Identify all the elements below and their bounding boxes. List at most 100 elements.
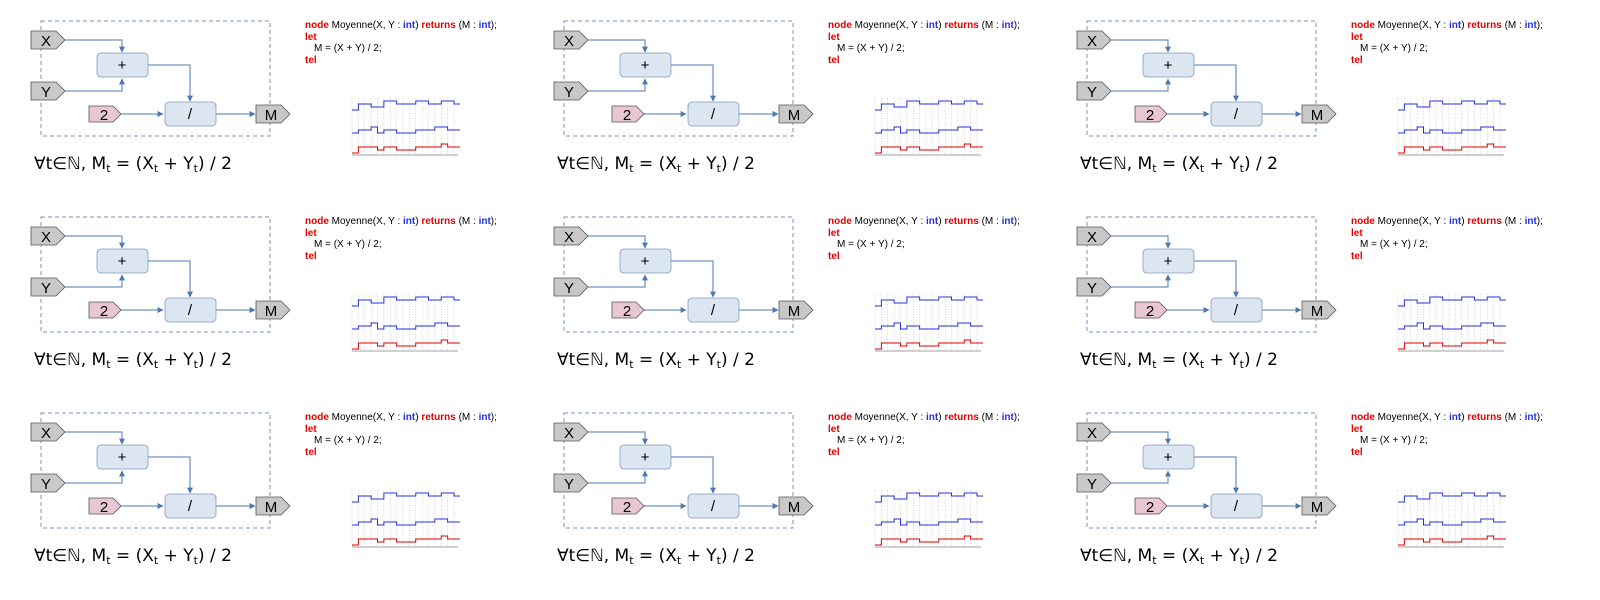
wire-x-to-add [588, 39, 648, 53]
chart-point [431, 538, 433, 540]
chart-point [890, 129, 892, 131]
node-boundary [40, 20, 271, 137]
formula-close: ) / 2 [197, 546, 232, 566]
chart-point [1502, 521, 1504, 523]
chronogram-chart [874, 98, 983, 156]
type-int: int [1001, 216, 1014, 227]
chart-point [941, 296, 943, 298]
formula-forall: ∀t∈ℕ, M [34, 546, 107, 566]
code-returns-pre: (M : [978, 412, 1002, 423]
constant-label: 2 [1146, 107, 1154, 124]
divide-operator-block: / [687, 493, 740, 519]
code-signature-pre: Moyenne(X, Y : [328, 412, 404, 423]
chart-point [373, 322, 375, 324]
chart-point [890, 342, 892, 344]
add-operator-label: + [1164, 57, 1173, 74]
input-x-port: X [1076, 30, 1112, 50]
chart-point [1438, 296, 1440, 298]
chart-point [960, 126, 962, 128]
wire-y-to-add [65, 78, 125, 92]
chart-series-line [352, 100, 460, 111]
formula-sub: t [676, 554, 682, 567]
chart-point [367, 129, 369, 131]
chart-point [1502, 103, 1504, 105]
chart-point [1502, 129, 1504, 131]
chart-point [386, 342, 388, 344]
input-y-port: Y [553, 81, 589, 101]
node-boundary [563, 412, 794, 529]
chart-point [1489, 322, 1491, 324]
input-y-port: Y [553, 277, 589, 297]
chart-point [392, 521, 394, 523]
wire-x-to-add [65, 431, 125, 445]
chart-point [1464, 100, 1466, 102]
chart-point [399, 132, 401, 134]
constant-label: 2 [100, 499, 108, 516]
formula-sub: t [153, 358, 159, 371]
formula-sub: t [153, 554, 159, 567]
chart-point [966, 492, 968, 494]
add-operator-block: + [619, 52, 672, 78]
chart-point [966, 126, 968, 128]
chart-point [1489, 492, 1491, 494]
kw-tel: tel [1351, 446, 1363, 458]
type-int: int [403, 20, 416, 31]
type-int: int [478, 412, 491, 423]
code-returns-pre: (M : [1501, 412, 1525, 423]
code-returns-post: ); [1536, 20, 1543, 31]
chronogram-chart [351, 294, 460, 352]
chart-series-line [1398, 339, 1506, 350]
chart-point [1477, 495, 1479, 497]
chart-point [890, 325, 892, 327]
chart-point [450, 521, 452, 523]
chart-point [405, 103, 407, 105]
formula-sub: t [1199, 162, 1205, 175]
chart-point [1407, 538, 1409, 540]
chart-point [424, 146, 426, 148]
output-m-port: M [778, 300, 814, 320]
chart-point [1477, 521, 1479, 523]
constant-label: 2 [100, 107, 108, 124]
chart-point [1502, 299, 1504, 301]
chart-point [354, 132, 356, 134]
chart-point [1407, 521, 1409, 523]
chart-point [399, 149, 401, 151]
chart-point [960, 342, 962, 344]
output-m-label: M [265, 107, 278, 124]
add-operator-block: + [1142, 248, 1195, 274]
chart-point [909, 296, 911, 298]
formula-forall: ∀t∈ℕ, M [1080, 154, 1153, 174]
chart-point [884, 521, 886, 523]
kw-returns: returns [1467, 216, 1502, 227]
chart-point [928, 541, 930, 543]
chart-point [1426, 149, 1428, 151]
chart-point [437, 126, 439, 128]
code-equation: M = (X + Y) / 2; [837, 43, 905, 54]
formula-eq-open: = (X [1156, 350, 1200, 370]
chart-point [373, 518, 375, 520]
chart-series-line [1398, 296, 1506, 307]
chart-point [431, 521, 433, 523]
node-boundary [563, 20, 794, 137]
input-y-port: Y [30, 81, 66, 101]
input-x-port: X [1076, 422, 1112, 442]
chart-point [1445, 345, 1447, 347]
chart-point [1419, 302, 1421, 304]
chart-point [922, 328, 924, 330]
formula-plus: + Y [1204, 546, 1240, 566]
type-int: int [1449, 216, 1462, 227]
chart-point [960, 495, 962, 497]
chart-point [412, 541, 414, 543]
chart-point [947, 100, 949, 102]
code-equation: M = (X + Y) / 2; [314, 43, 382, 54]
chart-point [960, 146, 962, 148]
chart-point [947, 538, 949, 540]
chart-point [909, 100, 911, 102]
chart-point [405, 495, 407, 497]
chart-point [380, 345, 382, 347]
output-m-port: M [255, 104, 291, 124]
kw-tel: tel [1351, 250, 1363, 262]
chart-point [890, 103, 892, 105]
code-signature-pre: Moyenne(X, Y : [328, 20, 404, 31]
chart-point [966, 143, 968, 145]
